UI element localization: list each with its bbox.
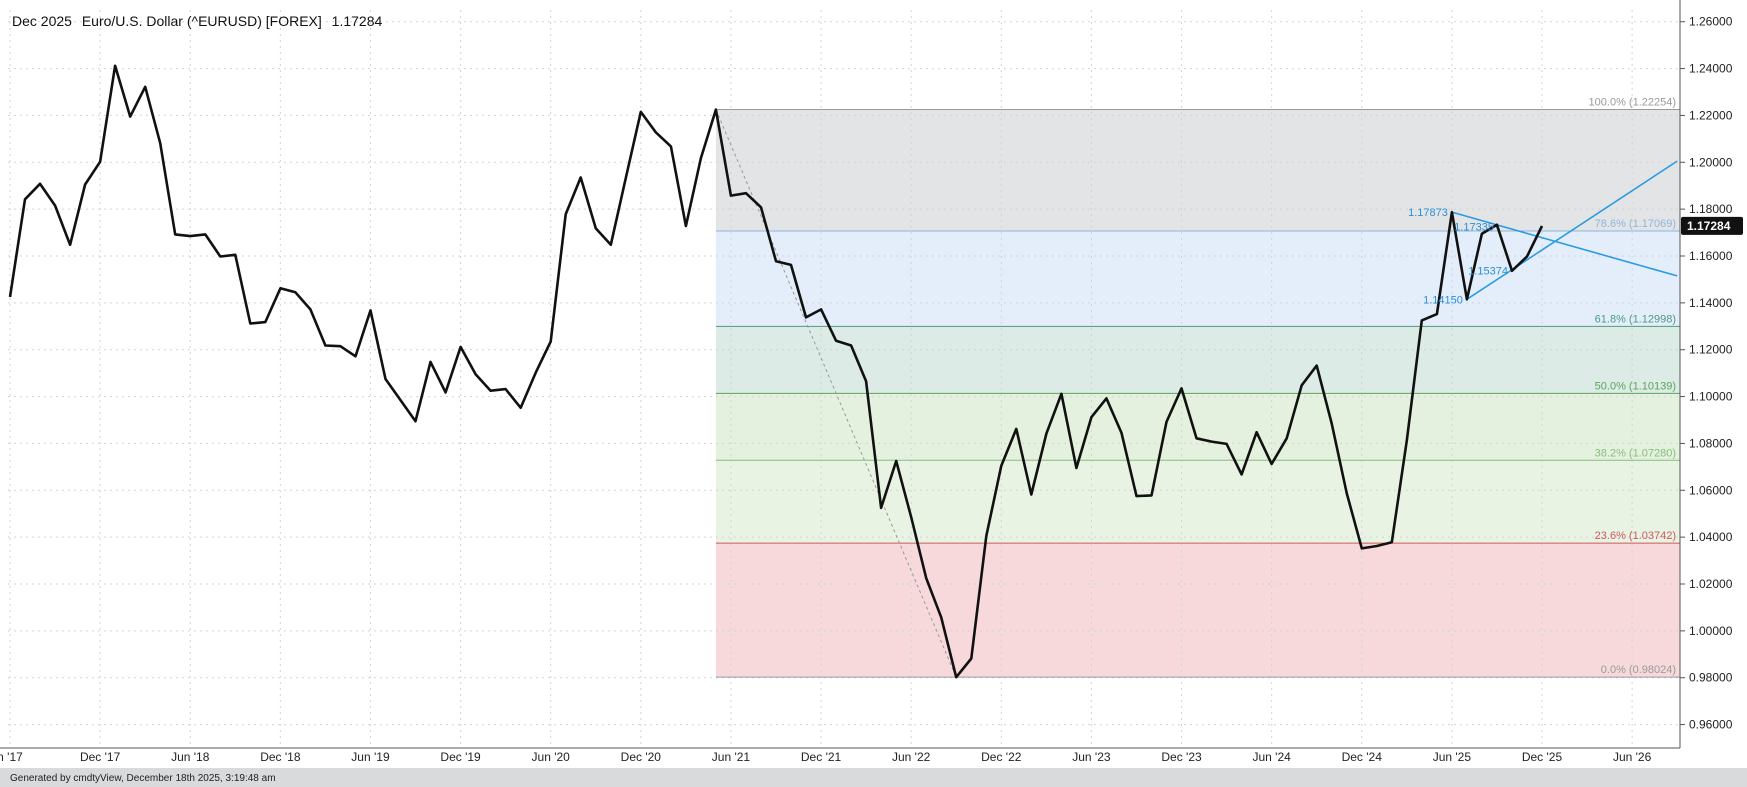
time-tick-label: Dec '20 — [621, 750, 662, 764]
time-tick-label: Dec '19 — [440, 750, 481, 764]
time-tick-label: Dec '23 — [1161, 750, 1202, 764]
price-annotation: 1.17873 — [1408, 207, 1448, 219]
price-tick-label: 1.00000 — [1689, 624, 1733, 638]
time-tick-label: Jun '26 — [1613, 750, 1652, 764]
price-tick-label: 1.26000 — [1689, 15, 1733, 29]
time-tick-label: Jun '21 — [712, 750, 751, 764]
fib-band — [715, 326, 1680, 394]
price-tick-label: 1.04000 — [1689, 530, 1733, 544]
time-tick-label: Dec '22 — [981, 750, 1022, 764]
price-tick-label: 1.24000 — [1689, 62, 1733, 76]
time-tick-label: Dec '18 — [260, 750, 301, 764]
fib-level-label: 0.0% (0.98024) — [1601, 664, 1676, 676]
time-tick-label: n '17 — [0, 750, 23, 764]
fib-level-label: 38.2% (1.07280) — [1595, 447, 1676, 459]
fib-level-label: 23.6% (1.03742) — [1595, 530, 1676, 542]
fibonacci-bands — [715, 109, 1680, 678]
price-line — [8, 64, 1544, 679]
price-tick-label: 1.18000 — [1689, 202, 1733, 216]
footer-text: Generated by cmdtyView, December 18th 20… — [10, 773, 276, 784]
fib-band — [715, 460, 1680, 544]
fib-band — [715, 109, 1680, 231]
price-annotation: 1.14150 — [1423, 294, 1463, 306]
fib-level-label: 50.0% (1.10139) — [1595, 380, 1676, 392]
svg-text:Dec 2025 Euro/U.S. Dol: Dec 2025 Euro/U.S. Dollar (^EURUSD) [FOR… — [12, 13, 382, 29]
time-tick-label: Jun '18 — [171, 750, 210, 764]
fib-band — [715, 230, 1680, 327]
instrument-name: Euro/U.S. Dollar (^EURUSD) [FOREX] — [82, 13, 322, 29]
trend-line — [1451, 211, 1678, 277]
time-tick-label: Jun '22 — [892, 750, 931, 764]
time-tick-label: Jun '20 — [532, 750, 571, 764]
price-annotations: 1.17873 1.17335 1.15374 1.14150 — [1408, 207, 1508, 306]
fib-level-label: 61.8% (1.12998) — [1595, 313, 1676, 325]
time-axis[interactable]: n '17 Dec '17 Jun '18 Dec '18 Jun '19 Dec '19… — [0, 747, 1680, 764]
grid-lines — [8, 10, 1680, 748]
time-tick-label: Jun '23 — [1072, 750, 1111, 764]
contract-month: Dec 2025 — [12, 13, 72, 29]
fib-band — [715, 543, 1680, 678]
time-tick-label: Jun '24 — [1252, 750, 1291, 764]
price-axis[interactable]: 1.26000 1.24000 1.22000 1.20000 1.18000 1.160… — [1679, 0, 1733, 748]
last-price: 1.17284 — [332, 13, 383, 29]
fib-band — [715, 393, 1680, 461]
price-tick-label: 0.98000 — [1689, 671, 1733, 685]
fibonacci-levels: 100.0% (1.22254) 78.6% (1.17069) 61.8% (1.… — [715, 96, 1680, 678]
price-tick-label: 1.02000 — [1689, 577, 1733, 591]
time-tick-label: Jun '25 — [1433, 750, 1472, 764]
current-price-badge: 1.17284 — [1681, 216, 1743, 235]
time-tick-label: Dec '25 — [1522, 750, 1563, 764]
time-tick-label: Dec '24 — [1342, 750, 1383, 764]
time-tick-label: Jun '19 — [351, 750, 390, 764]
price-tick-label: 1.14000 — [1689, 296, 1733, 310]
price-tick-label: 1.10000 — [1689, 390, 1733, 404]
trend-line — [1466, 160, 1678, 301]
time-tick-label: Dec '21 — [801, 750, 842, 764]
time-tick-label: Dec '17 — [80, 750, 121, 764]
price-tick-label: 0.96000 — [1689, 718, 1733, 732]
price-annotation: 1.17335 — [1454, 222, 1494, 234]
price-tick-label: 1.20000 — [1689, 155, 1733, 169]
current-price-box — [1681, 216, 1743, 235]
price-tick-label: 1.08000 — [1689, 436, 1733, 450]
chart-title: Dec 2025 Euro/U.S. Dollar (^EURUSD) [FOR… — [12, 13, 382, 29]
price-tick-label: 1.12000 — [1689, 343, 1733, 357]
footer-bar: Generated by cmdtyView, December 18th 20… — [0, 768, 1747, 787]
price-tick-label: 1.22000 — [1689, 108, 1733, 122]
current-price-label: 1.17284 — [1687, 219, 1731, 233]
fib-level-label: 100.0% (1.22254) — [1589, 96, 1676, 108]
fib-level-label: 78.6% (1.17069) — [1595, 218, 1676, 230]
price-tick-label: 1.16000 — [1689, 249, 1733, 263]
price-annotation: 1.15374 — [1468, 266, 1508, 278]
trend-lines[interactable] — [1451, 160, 1678, 301]
price-tick-label: 1.06000 — [1689, 483, 1733, 497]
